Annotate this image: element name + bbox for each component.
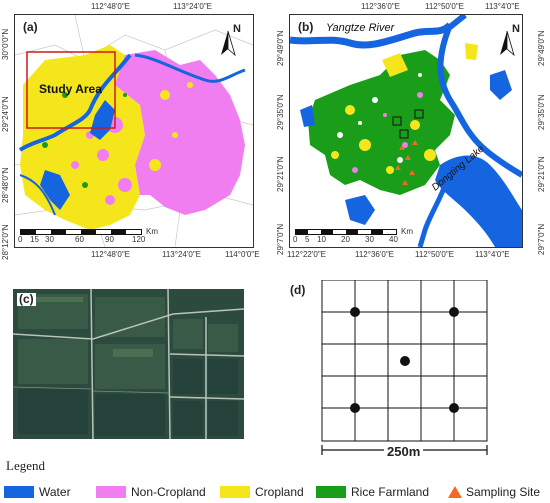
north-arrow-b: N xyxy=(496,23,520,57)
sampling-site-box xyxy=(399,129,409,139)
top-tick: 113°24'0"E xyxy=(173,2,213,11)
panel-c-aerial-photo: (c) xyxy=(13,289,244,439)
sampling-site-triangle-icon xyxy=(448,486,462,498)
top-tick: 112°50'0"E xyxy=(425,2,465,11)
legend: Water Non-Cropland Cropland Rice Farmlan… xyxy=(0,481,550,503)
bottom-tick: 113°4'0"E xyxy=(475,250,510,259)
land-use-map-b xyxy=(290,15,522,247)
legend-item-cropland: Cropland xyxy=(220,485,304,499)
scale-bar-b: 0 5 10 20 30 40 Km xyxy=(293,227,413,244)
panel-c-label: (c) xyxy=(17,292,36,306)
sampling-site-box xyxy=(392,116,402,126)
sampling-grid xyxy=(321,280,488,455)
sample-point xyxy=(350,403,360,413)
sample-point xyxy=(449,403,459,413)
north-arrow-a: N xyxy=(217,23,241,57)
left-tick: 29°7'0"N xyxy=(276,223,285,255)
right-tick: 29°7'0"N xyxy=(537,223,546,255)
bottom-tick: 112°22'0"E xyxy=(287,250,327,259)
bottom-tick: 112°36'0"E xyxy=(355,250,395,259)
sample-point xyxy=(449,307,459,317)
scale-bar-a: 0 15 30 60 90 120 Km xyxy=(18,227,158,244)
bottom-tick: 114°0'0"E xyxy=(225,250,260,259)
left-tick: 29°24'0"N xyxy=(1,96,10,132)
left-tick: 30°0'0"N xyxy=(1,28,10,60)
north-label: N xyxy=(233,23,241,35)
legend-item-rice-farmland: Rice Farmland xyxy=(316,485,429,499)
legend-item-water: Water xyxy=(4,485,71,499)
rice-farmland-swatch-icon xyxy=(316,486,346,498)
left-tick: 29°35'0"N xyxy=(276,94,285,130)
top-tick: 113°4'0"E xyxy=(485,2,520,11)
north-arrow-icon xyxy=(221,30,236,57)
sample-point xyxy=(400,356,410,366)
river-label: Yangtze River xyxy=(326,22,395,34)
left-tick: 28°48'0"N xyxy=(1,167,10,203)
water-swatch-icon xyxy=(4,486,34,498)
non-cropland-swatch-icon xyxy=(96,486,126,498)
right-tick: 29°49'0"N xyxy=(537,30,546,66)
legend-item-sampling-site: Sampling Site xyxy=(448,485,540,499)
panel-a-label: (a) xyxy=(21,20,40,34)
top-tick: 112°36'0"E xyxy=(361,2,401,11)
bottom-tick: 112°48'0"E xyxy=(91,250,131,259)
left-tick: 29°49'0"N xyxy=(276,30,285,66)
map-frame-a: (a) Study Area N 0 15 30 60 90 120 Km xyxy=(14,14,254,248)
land-use-map-a xyxy=(15,15,253,247)
cropland-swatch-icon xyxy=(220,486,250,498)
study-area-box xyxy=(26,51,116,129)
legend-item-non-cropland: Non-Cropland xyxy=(96,485,206,499)
top-tick: 112°48'0"E xyxy=(91,2,131,11)
bottom-tick: 113°24'0"E xyxy=(162,250,202,259)
study-area-label: Study Area xyxy=(39,82,102,96)
panel-d-sampling-grid: (d) 250m xyxy=(280,280,550,460)
right-tick: 29°35'0"N xyxy=(537,94,546,130)
north-label: N xyxy=(512,23,520,35)
left-tick: 29°21'0"N xyxy=(276,156,285,192)
panel-a: 112°48'0"E 113°24'0"E 30°0'0"N 29°24'0"N… xyxy=(0,0,275,262)
panel-d-label: (d) xyxy=(288,283,308,297)
aerial-photo xyxy=(13,289,244,439)
panel-b: 112°36'0"E 112°50'0"E 113°4'0"E 29°49'0"… xyxy=(275,0,550,262)
sample-point xyxy=(350,307,360,317)
panel-b-label: (b) xyxy=(296,20,316,34)
map-frame-b: (b) Yangtze River Dongting Lake N 0 5 10… xyxy=(289,14,523,248)
grid-distance-label: 250m xyxy=(384,444,424,459)
bottom-tick: 112°50'0"E xyxy=(415,250,455,259)
sampling-site-box xyxy=(414,109,424,119)
left-tick: 28°12'0"N xyxy=(1,224,10,260)
north-arrow-icon xyxy=(500,30,515,57)
right-tick: 29°21'0"N xyxy=(537,156,546,192)
legend-title: Legend xyxy=(6,458,45,473)
